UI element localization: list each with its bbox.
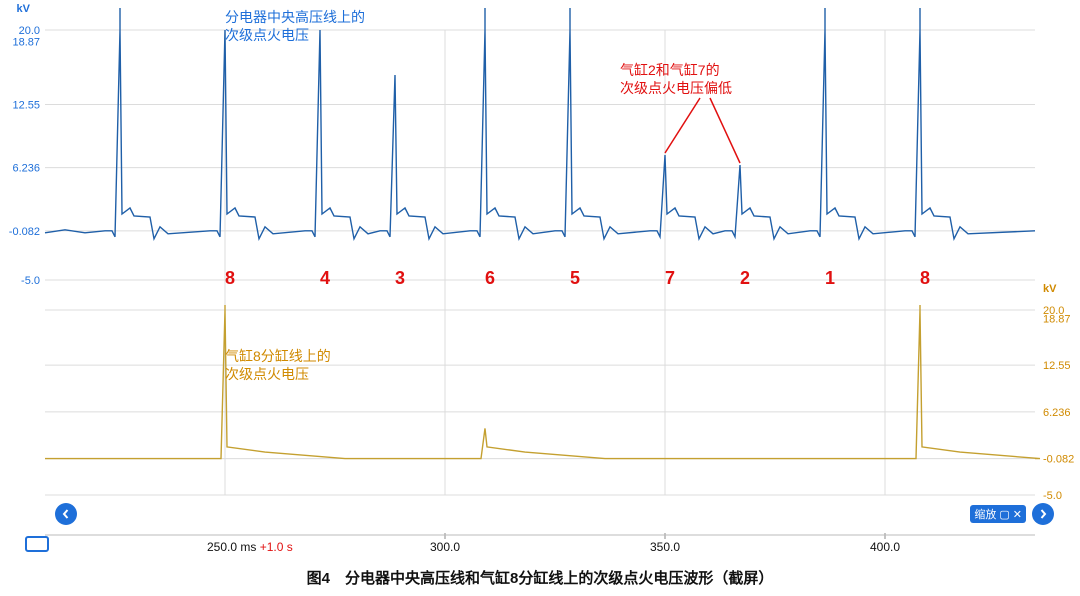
svg-text:18.87: 18.87: [12, 36, 40, 48]
time-cursor-handle[interactable]: [25, 536, 49, 552]
time-tick: 400.0: [870, 540, 900, 554]
chevron-left-icon: [61, 509, 71, 519]
zoom-out-icon: ▢: [999, 508, 1009, 521]
svg-text:6.236: 6.236: [1043, 407, 1071, 419]
cylinder-label: 3: [395, 268, 405, 288]
cylinder-label: 8: [225, 268, 235, 288]
svg-text:18.87: 18.87: [1043, 313, 1071, 325]
cylinder-label: 7: [665, 268, 675, 288]
scroll-left-button[interactable]: [55, 503, 77, 525]
cylinder-label: 5: [570, 268, 580, 288]
svg-text:kV: kV: [1043, 283, 1057, 295]
cylinder-label: 6: [485, 268, 495, 288]
svg-text:kV: kV: [17, 3, 31, 15]
chevron-right-icon: [1038, 509, 1048, 519]
oscilloscope-figure: kV20.018.8712.556.236-0.082-5.0kV20.018.…: [0, 0, 1080, 596]
zoom-control[interactable]: 缩放 ▢ ✕: [970, 505, 1026, 523]
svg-text:气缸2和气缸7的: 气缸2和气缸7的: [620, 62, 720, 78]
svg-text:-5.0: -5.0: [21, 275, 40, 287]
svg-text:-0.082: -0.082: [9, 226, 40, 238]
svg-text:次级点火电压: 次级点火电压: [225, 366, 309, 382]
close-icon: ✕: [1013, 508, 1022, 521]
time-tick: 300.0: [430, 540, 460, 554]
time-tick: 350.0: [650, 540, 680, 554]
svg-text:次级点火电压: 次级点火电压: [225, 27, 309, 43]
svg-text:6.236: 6.236: [12, 163, 40, 175]
zoom-label: 缩放: [974, 506, 996, 522]
cylinder-label: 2: [740, 268, 750, 288]
cylinder-label: 4: [320, 268, 330, 288]
waveform-canvas: kV20.018.8712.556.236-0.082-5.0kV20.018.…: [0, 0, 1080, 540]
svg-text:12.55: 12.55: [12, 100, 40, 112]
svg-text:-0.082: -0.082: [1043, 454, 1074, 466]
cylinder-label: 8: [920, 268, 930, 288]
svg-text:分电器中央高压线上的: 分电器中央高压线上的: [225, 9, 365, 25]
scroll-right-button[interactable]: [1032, 503, 1054, 525]
svg-text:气缸8分缸线上的: 气缸8分缸线上的: [225, 348, 331, 364]
figure-caption: 图4 分电器中央高压线和气缸8分缸线上的次级点火电压波形（截屏）: [0, 567, 1080, 588]
svg-text:次级点火电压偏低: 次级点火电压偏低: [620, 80, 732, 96]
cylinder-label: 1: [825, 268, 835, 288]
svg-text:-5.0: -5.0: [1043, 490, 1062, 502]
svg-text:20.0: 20.0: [19, 25, 40, 37]
time-base-label: 250.0 ms +1.0 s: [207, 540, 293, 554]
svg-text:12.55: 12.55: [1043, 360, 1071, 372]
